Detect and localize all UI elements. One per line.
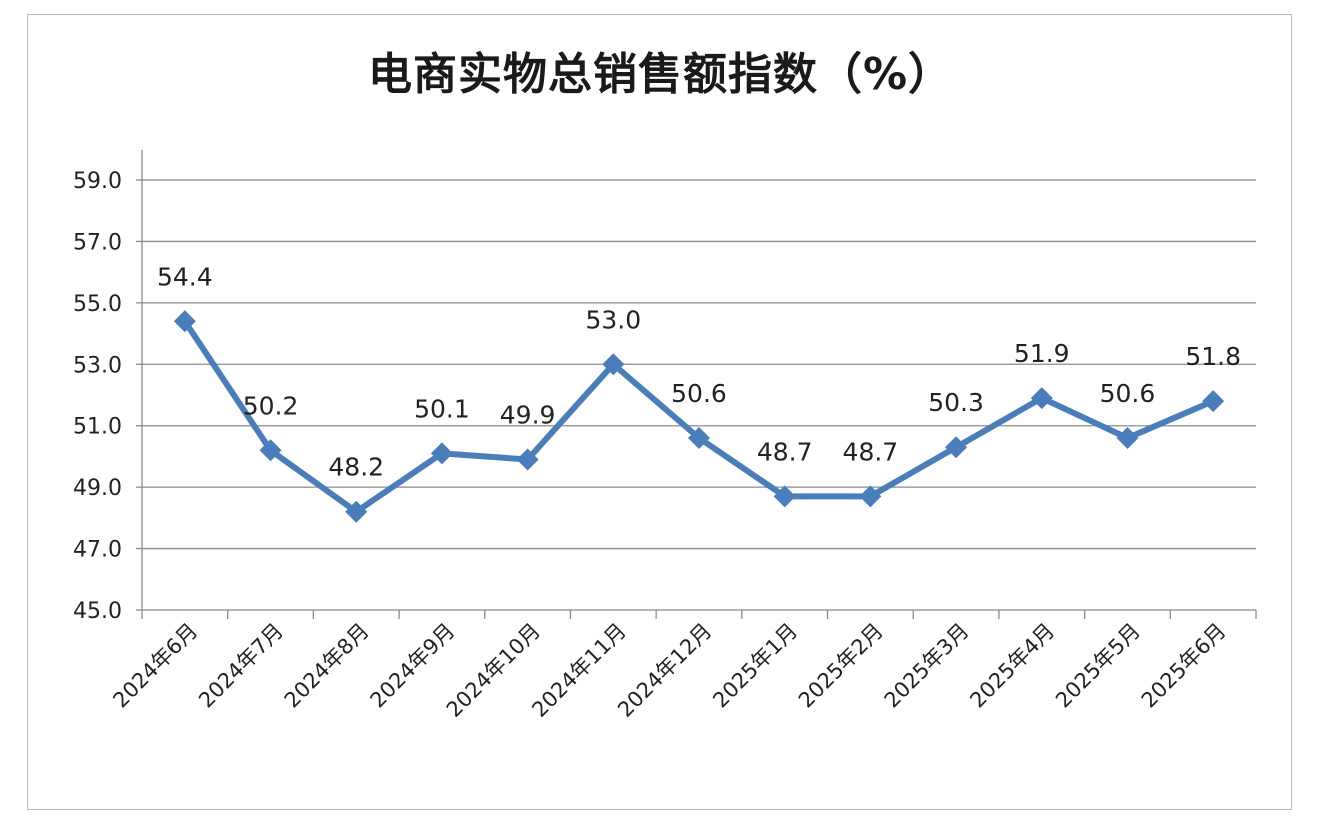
y-tick-label: 57.0 xyxy=(73,230,122,255)
data-label: 48.7 xyxy=(843,437,899,466)
y-tick-label: 53.0 xyxy=(73,353,122,378)
data-point xyxy=(516,448,539,471)
data-point xyxy=(345,500,368,523)
y-tick-label: 47.0 xyxy=(73,538,122,563)
x-tick-label: 2025年5月 xyxy=(1051,619,1145,713)
data-point xyxy=(773,485,796,508)
data-label: 50.6 xyxy=(1100,379,1156,408)
data-label: 50.1 xyxy=(414,394,470,423)
data-point xyxy=(859,485,882,508)
y-tick-label: 45.0 xyxy=(73,599,122,624)
data-point xyxy=(1030,387,1053,410)
data-point xyxy=(173,310,196,333)
x-tick-label: 2024年8月 xyxy=(280,619,374,713)
data-point xyxy=(602,353,625,376)
x-tick-label: 2024年7月 xyxy=(194,619,288,713)
y-tick-label: 55.0 xyxy=(73,292,122,317)
x-tick-label: 2025年4月 xyxy=(965,619,1059,713)
data-label: 50.6 xyxy=(671,379,727,408)
data-label: 50.2 xyxy=(243,391,299,420)
data-label: 48.7 xyxy=(757,437,813,466)
data-label: 54.4 xyxy=(157,262,213,291)
chart-title: 电商实物总销售额指数（%） xyxy=(367,49,954,100)
y-tick-label: 51.0 xyxy=(73,415,122,440)
chart-frame xyxy=(27,14,1292,810)
x-tick-label: 2025年6月 xyxy=(1137,619,1231,713)
x-tick-label: 2025年1月 xyxy=(708,619,802,713)
data-point xyxy=(1116,427,1139,449)
data-point xyxy=(945,436,968,459)
data-point xyxy=(430,442,453,465)
data-label: 51.8 xyxy=(1185,342,1241,371)
data-label: 53.0 xyxy=(585,305,641,334)
data-label: 48.2 xyxy=(328,453,384,482)
y-tick-label: 49.0 xyxy=(73,476,122,501)
data-label: 49.9 xyxy=(500,401,556,430)
data-label: 50.3 xyxy=(928,388,984,417)
x-tick-label: 2024年6月 xyxy=(108,619,202,713)
x-tick-label: 2024年9月 xyxy=(366,619,460,713)
x-tick-label: 2025年3月 xyxy=(880,619,974,713)
x-tick-label: 2025年2月 xyxy=(794,619,888,713)
data-point xyxy=(688,427,710,449)
data-point xyxy=(259,439,282,462)
data-label: 51.9 xyxy=(1014,339,1070,368)
data-point xyxy=(1202,390,1225,413)
y-tick-label: 59.0 xyxy=(73,169,122,194)
